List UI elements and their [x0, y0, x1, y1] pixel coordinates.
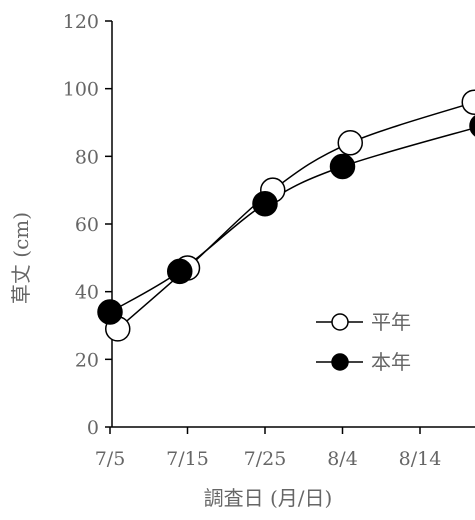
- series-line-0: [117, 101, 475, 330]
- data-point-series-0: [337, 130, 363, 156]
- y-tick-label: 20: [75, 349, 99, 371]
- data-point-series-1: [97, 299, 123, 325]
- legend-label: 平年: [371, 310, 411, 334]
- y-tick-label: 0: [87, 417, 99, 439]
- legend-label: 本年: [371, 350, 411, 374]
- plot-area: [97, 89, 475, 342]
- series-line-1: [109, 127, 475, 313]
- data-point-series-1: [252, 190, 278, 217]
- x-tick-label: 7/25: [244, 448, 287, 470]
- data-point-series-1: [167, 258, 193, 285]
- x-tick-label: 8/14: [399, 448, 442, 470]
- x-tick-label: 8/4: [327, 448, 358, 470]
- y-tick-label: 40: [75, 282, 99, 304]
- legend-marker: [331, 353, 349, 371]
- x-tick-label: 7/15: [166, 448, 209, 470]
- x-tick-label: 7/5: [95, 448, 126, 470]
- data-point-series-1: [329, 153, 356, 180]
- y-tick-label: 60: [75, 214, 99, 236]
- y-axis: 0 20 40 60 80 100 120: [63, 11, 113, 439]
- y-tick-label: 80: [75, 146, 99, 168]
- x-axis-title: 調査日 (月/日): [204, 486, 333, 510]
- legend-marker: [331, 313, 349, 331]
- data-point-series-1: [469, 115, 475, 137]
- y-tick-label: 100: [63, 79, 99, 101]
- y-axis-title: 草丈 (cm): [9, 212, 33, 304]
- data-point-series-0: [461, 89, 475, 115]
- y-tick-label: 120: [63, 11, 99, 33]
- x-axis: 7/5 7/15 7/25 8/4 8/14: [95, 426, 475, 470]
